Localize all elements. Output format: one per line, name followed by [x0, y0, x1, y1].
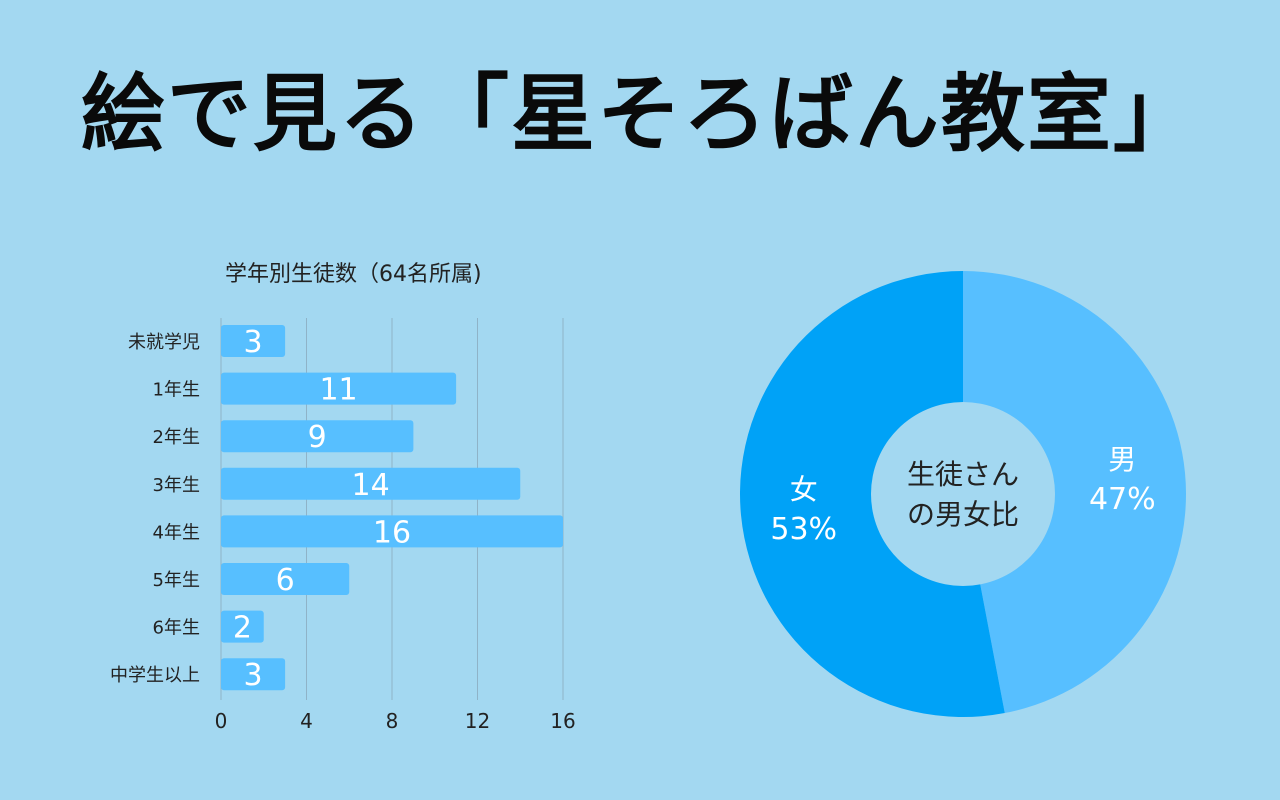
data-label: 6 — [276, 563, 295, 598]
bar — [221, 467, 521, 500]
data-label: 11 — [319, 373, 357, 408]
bar — [221, 325, 286, 357]
donut-center-label: の男女比 — [907, 498, 1019, 531]
bar — [221, 610, 264, 643]
category-label: 中学生以上 — [110, 665, 200, 686]
data-label: 3 — [244, 325, 263, 360]
data-label: 14 — [352, 468, 390, 503]
category-label: 1年生 — [153, 380, 200, 401]
pie-slice — [963, 271, 1187, 714]
x-tick-label: 16 — [550, 709, 575, 733]
bar — [221, 563, 350, 595]
slice-percent-label: 47% — [1089, 482, 1156, 517]
bar — [221, 420, 414, 453]
category-label: 3年生 — [153, 475, 200, 496]
x-tick-label: 0 — [215, 709, 228, 733]
grade-bar-chart: 0 4 8 12 16 未就学児 3 1年生 11 2年生 9 3年生 14 4年生 16 5年生 6 6年生 2 中… — [110, 318, 576, 733]
bar — [221, 515, 563, 548]
bar — [221, 372, 457, 405]
category-label: 未就学児 — [128, 332, 200, 353]
data-label: 3 — [244, 658, 263, 693]
bar — [221, 658, 286, 691]
slice-name-label: 男 — [1108, 443, 1136, 476]
slice-name-label: 女 — [790, 473, 818, 506]
x-tick-label: 8 — [386, 709, 399, 733]
x-tick-label: 4 — [300, 709, 313, 733]
donut-hole — [871, 402, 1055, 586]
category-label: 5年生 — [153, 570, 200, 591]
slice-percent-label: 53% — [770, 512, 837, 547]
category-label: 4年生 — [153, 522, 200, 543]
pie-slice — [740, 271, 1005, 717]
page-title: 絵で見る「星そろばん教室」 — [80, 65, 1199, 163]
bar-chart-title: 学年別生徒数（64名所属) — [225, 262, 482, 287]
data-label: 9 — [308, 420, 327, 455]
category-label: 2年生 — [153, 427, 200, 448]
data-label: 2 — [233, 611, 252, 646]
category-label: 6年生 — [153, 618, 200, 639]
donut-center-label: 生徒さん — [907, 458, 1019, 491]
x-tick-label: 12 — [465, 709, 490, 733]
data-label: 16 — [373, 515, 411, 550]
